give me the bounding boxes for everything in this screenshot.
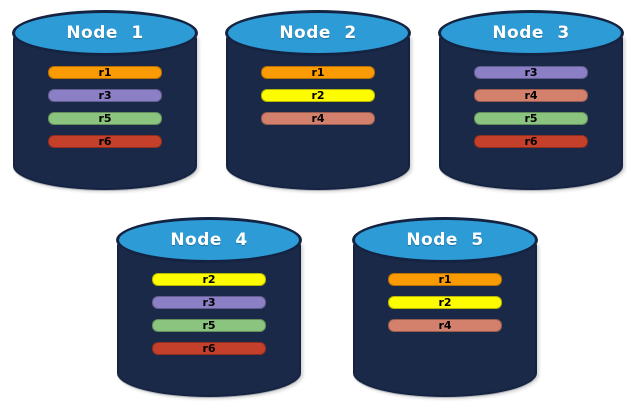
replica-bar: r1 [388, 273, 502, 286]
replica-label: r4 [438, 319, 452, 332]
replica-list: r1 r3 r5 r6 [48, 66, 162, 148]
node-cylinder: Node 5 r1 r2 r4 [352, 217, 538, 397]
replica-label: r3 [98, 89, 112, 102]
node-cylinder: Node 3 r3 r4 r5 r6 [438, 10, 624, 190]
replica-bar: r4 [261, 112, 375, 125]
replica-bar: r2 [152, 273, 266, 286]
node-row-top: Node 1 r1 r3 r5 r6 Node 2 r1 r2 r4 Node 3 r3 r… [0, 0, 638, 190]
node-row-bottom: Node 4 r2 r3 r5 r6 Node 5 r1 r2 r4 [0, 217, 638, 397]
cylinder-body [353, 240, 537, 397]
replica-bar: r6 [152, 342, 266, 355]
cylinder-body [117, 240, 301, 397]
replica-bar: r6 [48, 135, 162, 148]
replica-bar: r5 [152, 319, 266, 332]
node-title: Node 5 [406, 229, 484, 250]
cylinder-top: Node 1 [12, 10, 198, 56]
replica-label: r5 [98, 112, 112, 125]
node-title: Node 2 [279, 22, 357, 43]
replica-label: r2 [311, 89, 325, 102]
replica-bar: r5 [474, 112, 588, 125]
replica-label: r2 [202, 273, 216, 286]
replica-label: r3 [524, 66, 538, 79]
cylinder-top: Node 3 [438, 10, 624, 56]
replica-bar: r5 [48, 112, 162, 125]
cylinder-top: Node 5 [352, 217, 538, 263]
replica-label: r2 [438, 296, 452, 309]
cylinder-body [226, 33, 410, 190]
replica-label: r3 [202, 296, 216, 309]
node-cylinder: Node 1 r1 r3 r5 r6 [12, 10, 198, 190]
replica-list: r1 r2 r4 [388, 273, 502, 332]
node-cylinder: Node 4 r2 r3 r5 r6 [116, 217, 302, 397]
replica-bar: r6 [474, 135, 588, 148]
replica-label: r4 [311, 112, 325, 125]
replica-list: r1 r2 r4 [261, 66, 375, 125]
cylinder-body [13, 33, 197, 190]
replica-bar: r2 [388, 296, 502, 309]
replica-label: r1 [311, 66, 325, 79]
replica-list: r3 r4 r5 r6 [474, 66, 588, 148]
replica-bar: r2 [261, 89, 375, 102]
replica-bar: r3 [48, 89, 162, 102]
replica-label: r6 [524, 135, 538, 148]
cylinder-body [439, 33, 623, 190]
replica-label: r1 [438, 273, 452, 286]
replica-label: r1 [98, 66, 112, 79]
replica-label: r5 [202, 319, 216, 332]
replica-bar: r3 [474, 66, 588, 79]
cylinder-top: Node 2 [225, 10, 411, 56]
node-title: Node 1 [66, 22, 144, 43]
replica-label: r5 [524, 112, 538, 125]
replica-bar: r1 [48, 66, 162, 79]
replica-list: r2 r3 r5 r6 [152, 273, 266, 355]
node-title: Node 3 [492, 22, 570, 43]
replica-label: r6 [98, 135, 112, 148]
replica-label: r6 [202, 342, 216, 355]
replica-bar: r4 [474, 89, 588, 102]
replica-bar: r3 [152, 296, 266, 309]
replica-bar: r1 [261, 66, 375, 79]
node-title: Node 4 [170, 229, 248, 250]
cylinder-top: Node 4 [116, 217, 302, 263]
node-cylinder: Node 2 r1 r2 r4 [225, 10, 411, 190]
replica-bar: r4 [388, 319, 502, 332]
replica-label: r4 [524, 89, 538, 102]
